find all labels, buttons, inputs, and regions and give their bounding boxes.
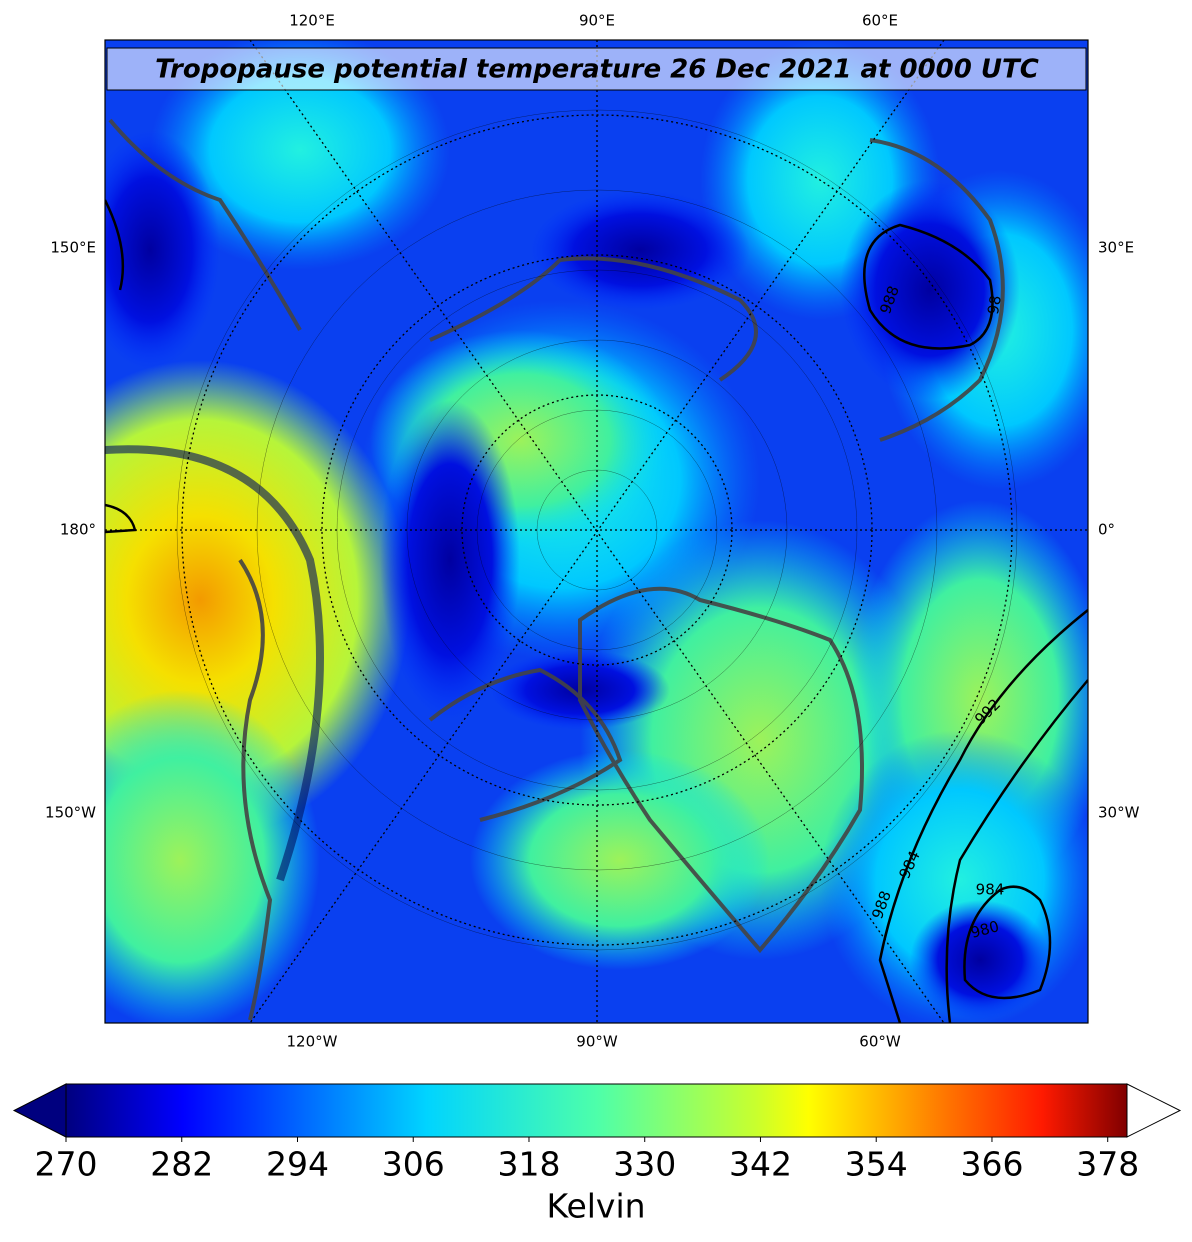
colorbar-tick-label: 342 xyxy=(729,1145,792,1184)
lat-label: 30°E xyxy=(1098,239,1134,257)
colorbar-tick-label: 270 xyxy=(35,1145,98,1184)
lon-label: 90°W xyxy=(576,1033,618,1051)
lat-label: 180° xyxy=(60,521,96,539)
colorbar-tick-label: 318 xyxy=(497,1145,560,1184)
map-field xyxy=(105,40,1088,1023)
lat-label: 0° xyxy=(1098,521,1115,539)
lon-label: 60°W xyxy=(859,1033,901,1051)
colorbar-label: Kelvin xyxy=(546,1187,645,1226)
lon-label: 120°E xyxy=(289,12,335,30)
colorbar-tick-label: 282 xyxy=(150,1145,213,1184)
colorbar-extend-low xyxy=(12,1083,67,1138)
colorbar-tick-label: 330 xyxy=(613,1145,676,1184)
map-title: Tropopause potential temperature 26 Dec … xyxy=(155,55,1039,85)
colorbar xyxy=(65,1083,1128,1138)
colorbar-tick-label: 306 xyxy=(382,1145,445,1184)
colorbar-extend-high xyxy=(1126,1083,1182,1138)
title-box xyxy=(106,47,1087,91)
colorbar-tick-label: 366 xyxy=(960,1145,1023,1184)
colorbar-tick-label: 378 xyxy=(1076,1145,1139,1184)
lat-label: 30°W xyxy=(1098,804,1140,822)
contour-label: 98 xyxy=(984,294,1005,316)
map-frame xyxy=(104,39,1089,1024)
lon-label: 90°E xyxy=(579,12,615,30)
colorbar-tick-label: 354 xyxy=(845,1145,908,1184)
lat-label: 150°E xyxy=(50,239,96,257)
lon-label: 120°W xyxy=(287,1033,338,1051)
lon-label: 60°E xyxy=(862,12,898,30)
lat-label: 150°W xyxy=(45,804,96,822)
colorbar-tick-label: 294 xyxy=(266,1145,329,1184)
contour-label: 984 xyxy=(976,881,1005,899)
